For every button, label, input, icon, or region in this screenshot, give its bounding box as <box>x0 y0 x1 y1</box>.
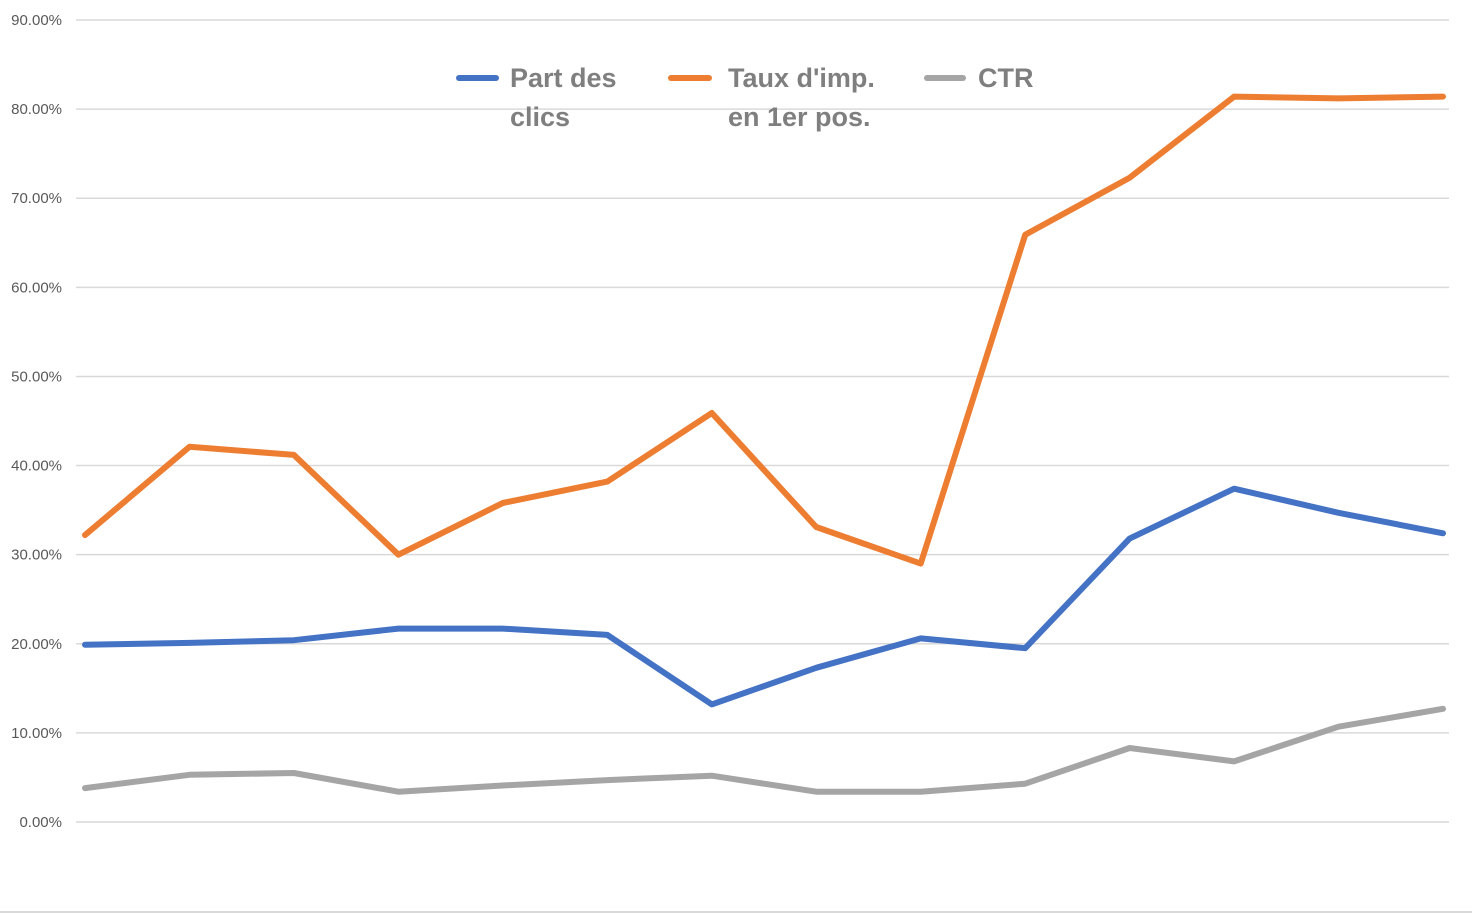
series-line-0 <box>82 485 1446 708</box>
y-tick-label: 80.00% <box>11 101 62 118</box>
y-tick-label: 90.00% <box>11 12 62 29</box>
bottom-divider <box>0 911 1472 913</box>
series-lines <box>82 93 1446 795</box>
legend: Part des clics Taux d'imp. en 1er pos. CTR <box>456 63 1034 132</box>
series-line-2 <box>82 705 1446 795</box>
legend-entry: CTR <box>924 63 1034 93</box>
legend-label: Taux d'imp. en 1er pos. <box>728 63 875 132</box>
series-line-1 <box>82 93 1446 567</box>
y-axis-ticks: 0.00% 10.00% 20.00% 30.00% 40.00% 50.00% 60.00… <box>11 12 62 831</box>
y-tick-label: 20.00% <box>11 636 62 653</box>
y-tick-label: 10.00% <box>11 725 62 742</box>
y-tick-label: 70.00% <box>11 190 62 207</box>
y-tick-label: 50.00% <box>11 368 62 385</box>
legend-label: CTR <box>978 63 1034 93</box>
legend-label-line: clics <box>510 102 570 132</box>
legend-label-line: Taux d'imp. <box>728 63 875 93</box>
y-tick-label: 0.00% <box>19 814 62 831</box>
y-tick-label: 60.00% <box>11 279 62 296</box>
y-tick-label: 30.00% <box>11 547 62 564</box>
gridlines <box>76 19 1449 823</box>
legend-entry: Part des clics <box>456 63 617 132</box>
legend-label-line: CTR <box>978 63 1034 93</box>
legend-entry: Taux d'imp. en 1er pos. <box>668 63 875 132</box>
legend-label-line: Part des <box>510 63 617 93</box>
legend-label: Part des clics <box>510 63 617 132</box>
y-tick-label: 40.00% <box>11 458 62 475</box>
legend-label-line: en 1er pos. <box>728 102 871 132</box>
